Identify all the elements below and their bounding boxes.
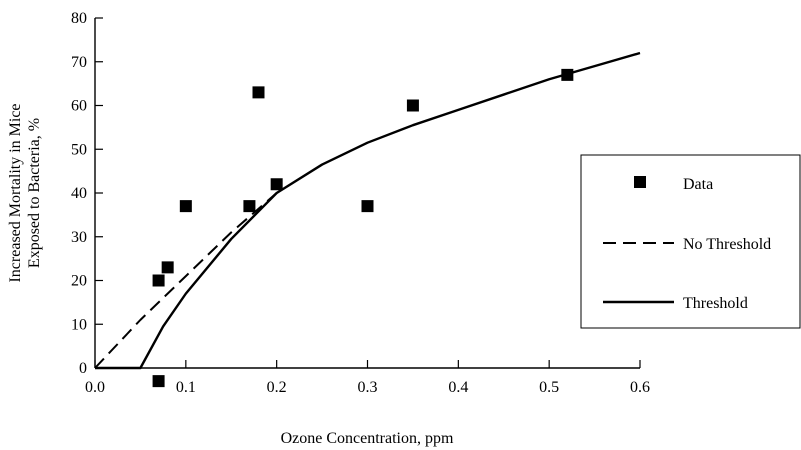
legend-marker-data: [634, 176, 646, 188]
y-tick-label: 80: [71, 10, 87, 27]
data-point: [243, 200, 256, 213]
data-point: [361, 200, 374, 213]
y-axis-title-line-2: Exposed to Bacteria, %: [26, 118, 43, 268]
legend-box: [580, 154, 801, 329]
axes: [94, 18, 640, 369]
x-axis-title: Ozone Concentration, ppm: [281, 430, 454, 447]
x-tick-label: 0.1: [176, 379, 196, 396]
y-tick-label: 40: [71, 185, 87, 202]
y-tick-label: 30: [71, 229, 87, 246]
data-point: [152, 274, 165, 287]
y-tick-label: 50: [71, 141, 87, 158]
no-threshold-line: [94, 192, 278, 369]
data-point: [179, 200, 192, 213]
y-tick-label: 20: [71, 273, 87, 290]
y-ticks: 0 10 20 30 40 50 60 70 80: [71, 10, 103, 377]
data-point: [270, 178, 283, 191]
y-tick-label: 10: [71, 316, 87, 333]
x-tick-label: 0.4: [448, 379, 468, 396]
y-axis-title-line-1: Increased Mortality in Mice: [7, 103, 24, 282]
data-point: [161, 261, 174, 274]
x-ticks: 0.0 0.1 0.2 0.3 0.4 0.5 0.6: [85, 360, 650, 396]
legend: Data No Threshold Threshold: [580, 154, 801, 329]
x-tick-label: 0.2: [267, 379, 287, 396]
x-tick-label: 0.3: [358, 379, 378, 396]
data-point: [406, 99, 419, 112]
plot-area: [94, 51, 641, 388]
y-tick-label: 0: [79, 360, 87, 377]
legend-label-data: Data: [683, 176, 713, 193]
x-tick-label: 0.0: [85, 379, 105, 396]
data-point: [152, 375, 165, 388]
y-tick-label: 60: [71, 98, 87, 115]
x-tick-label: 0.5: [539, 379, 559, 396]
x-tick-label: 0.6: [630, 379, 650, 396]
legend-label-threshold: Threshold: [683, 295, 748, 312]
data-point: [252, 86, 265, 99]
legend-label-no-threshold: No Threshold: [683, 236, 771, 253]
y-tick-label: 70: [71, 54, 87, 71]
threshold-line: [95, 51, 641, 370]
